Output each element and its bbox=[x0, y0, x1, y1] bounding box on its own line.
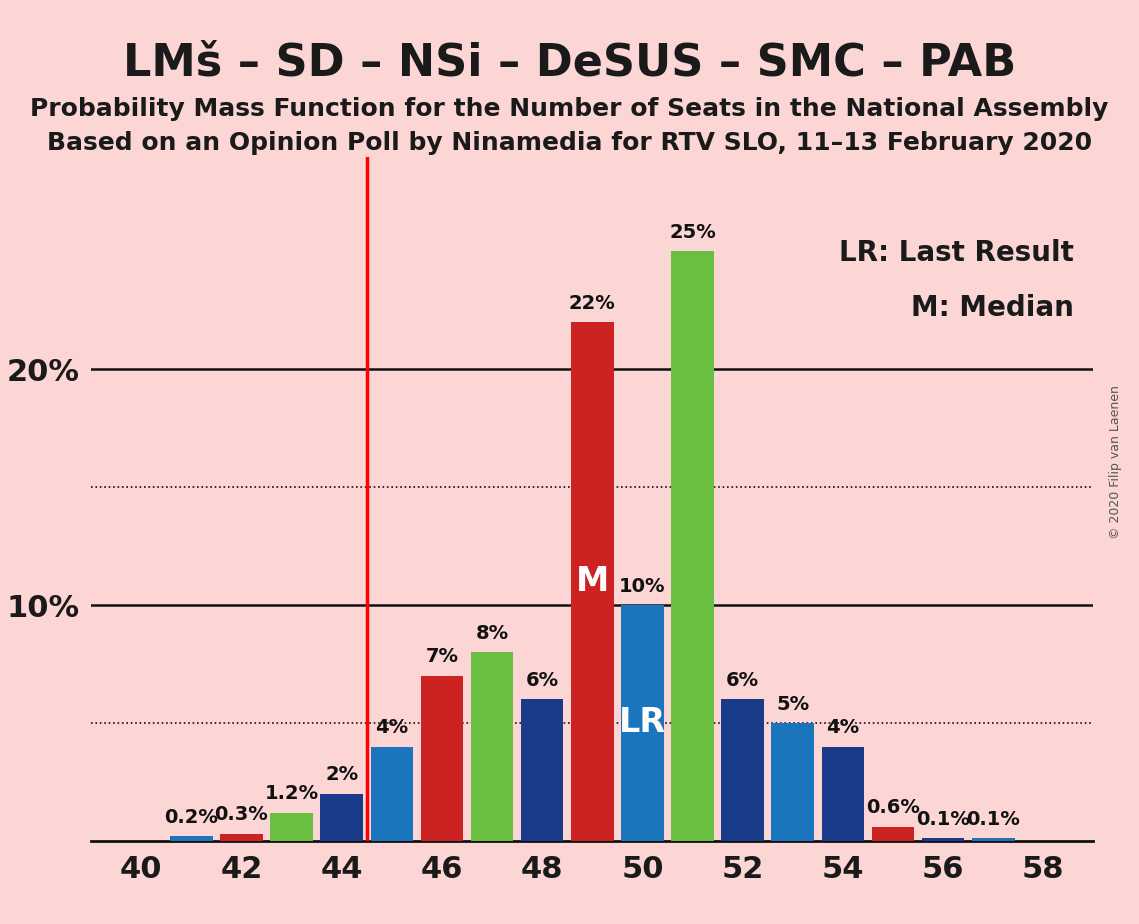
Text: 22%: 22% bbox=[568, 294, 616, 312]
Text: LR: Last Result: LR: Last Result bbox=[838, 239, 1073, 267]
Bar bbox=[621, 605, 664, 841]
Text: LMš – SD – NSi – DeSUS – SMC – PAB: LMš – SD – NSi – DeSUS – SMC – PAB bbox=[123, 42, 1016, 85]
Text: 1.2%: 1.2% bbox=[264, 784, 319, 803]
Bar bbox=[721, 699, 764, 841]
Text: 0.3%: 0.3% bbox=[214, 806, 269, 824]
Text: 10%: 10% bbox=[620, 577, 665, 596]
Text: 0.2%: 0.2% bbox=[164, 808, 219, 827]
Bar bbox=[972, 838, 1015, 841]
Bar bbox=[170, 836, 213, 841]
Bar bbox=[521, 699, 564, 841]
Bar bbox=[470, 652, 514, 841]
Text: 0.1%: 0.1% bbox=[966, 810, 1021, 829]
Text: 25%: 25% bbox=[669, 223, 716, 242]
Text: M: M bbox=[575, 565, 609, 598]
Bar bbox=[320, 794, 363, 841]
Text: Based on an Opinion Poll by Ninamedia for RTV SLO, 11–13 February 2020: Based on an Opinion Poll by Ninamedia fo… bbox=[47, 131, 1092, 155]
Bar bbox=[771, 723, 814, 841]
Text: 0.6%: 0.6% bbox=[866, 798, 920, 817]
Bar bbox=[370, 747, 413, 841]
Text: 5%: 5% bbox=[776, 695, 810, 713]
Text: Probability Mass Function for the Number of Seats in the National Assembly: Probability Mass Function for the Number… bbox=[31, 97, 1108, 121]
Text: 4%: 4% bbox=[375, 718, 409, 737]
Text: 4%: 4% bbox=[826, 718, 860, 737]
Text: 2%: 2% bbox=[325, 765, 359, 784]
Bar bbox=[571, 322, 614, 841]
Bar bbox=[921, 838, 965, 841]
Bar bbox=[821, 747, 865, 841]
Text: LR: LR bbox=[618, 707, 666, 739]
Text: © 2020 Filip van Laenen: © 2020 Filip van Laenen bbox=[1109, 385, 1122, 539]
Bar bbox=[270, 812, 313, 841]
Bar bbox=[420, 675, 464, 841]
Bar bbox=[871, 827, 915, 841]
Bar bbox=[220, 833, 263, 841]
Text: M: Median: M: Median bbox=[910, 294, 1073, 322]
Text: 6%: 6% bbox=[525, 671, 559, 690]
Text: 6%: 6% bbox=[726, 671, 760, 690]
Text: 8%: 8% bbox=[475, 624, 509, 643]
Text: 7%: 7% bbox=[426, 648, 458, 666]
Text: 0.1%: 0.1% bbox=[916, 810, 970, 829]
Bar bbox=[671, 251, 714, 841]
